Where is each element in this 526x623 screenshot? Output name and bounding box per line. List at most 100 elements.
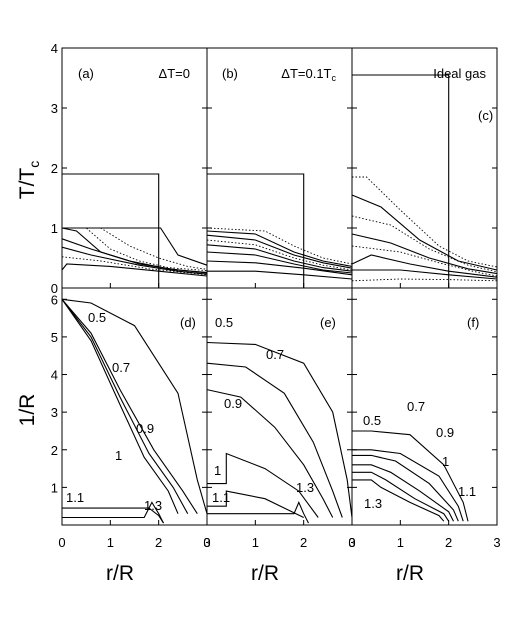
series-line xyxy=(62,227,208,272)
y-tick-label: 6 xyxy=(51,292,58,307)
series-line xyxy=(206,251,353,274)
series-line xyxy=(351,254,498,278)
panel-f: 0 1 2 3 (f) 0.5 0.7 0.9 1 1.1 1.3 xyxy=(348,287,501,550)
curve-label: 1.3 xyxy=(296,480,314,495)
panels: 0 1 2 3 4 (a) ΔT=0 (b) ΔT=0.1Tc (c) Ideal gas 1 2 3 4 5… xyxy=(51,41,501,550)
series-line xyxy=(207,490,304,518)
panel-frame xyxy=(351,47,498,289)
xlabel-left: r/R xyxy=(106,562,134,585)
y-tick-label: 3 xyxy=(51,405,58,420)
series-line xyxy=(62,227,208,266)
curve-label: 1 xyxy=(115,448,122,463)
series-line xyxy=(206,260,353,276)
series-line xyxy=(206,389,334,518)
series-line xyxy=(207,452,319,518)
curve-label: 0.7 xyxy=(112,360,130,375)
x-tick-label: 0 xyxy=(58,535,65,550)
series-line xyxy=(206,234,353,269)
y-tick-label: 1 xyxy=(51,221,58,236)
x-tick-label: 1 xyxy=(107,535,114,550)
panel-b: (b) ΔT=0.1Tc xyxy=(206,47,353,289)
series-line xyxy=(352,471,450,522)
top-ylabel-sub: c xyxy=(26,161,42,168)
curve-label: 0.5 xyxy=(88,310,106,325)
curve-label: 1.1 xyxy=(458,484,476,499)
series-line xyxy=(352,449,464,522)
series-line xyxy=(351,245,498,277)
curve-label: 0.9 xyxy=(136,421,154,436)
series-line xyxy=(61,298,179,514)
xlabel-right: r/R xyxy=(396,562,424,585)
curve-label: 0.5 xyxy=(363,413,381,428)
x-tick-label: 0 xyxy=(203,535,210,550)
curve-label: 1 xyxy=(442,454,449,469)
series-line xyxy=(61,227,208,273)
panel-title-text: ΔT=0 xyxy=(159,66,190,81)
series-line xyxy=(207,501,309,524)
y-tick-label: 4 xyxy=(51,368,58,383)
series-line xyxy=(206,244,353,272)
series-line xyxy=(61,298,189,514)
x-tick-label: 2 xyxy=(445,535,452,550)
panel-label: (e) xyxy=(320,315,336,330)
y-tick-label: 3 xyxy=(51,101,58,116)
curve-label: 0.9 xyxy=(436,425,454,440)
y-tick-label: 0 xyxy=(51,281,58,296)
panel-a: 0 1 2 3 4 (a) ΔT=0 xyxy=(51,41,208,296)
curve-label: 0.7 xyxy=(407,399,425,414)
panel-frame xyxy=(61,47,208,289)
panel-label: (f) xyxy=(467,315,479,330)
series-line xyxy=(351,278,498,282)
series-line xyxy=(351,233,498,275)
top-ylabel: T/Tc xyxy=(16,161,42,200)
series-line xyxy=(351,194,498,271)
x-tick-label: 3 xyxy=(493,535,500,550)
panel-title-text: Ideal gas xyxy=(433,66,486,81)
panel-title-text: ΔT=0.1T xyxy=(281,66,331,81)
y-tick-label: 2 xyxy=(51,161,58,176)
series-line xyxy=(61,256,208,276)
curve-label: 1.3 xyxy=(144,498,162,513)
panel-d: 1 2 3 4 5 6 0 1 2 3 (d) 0.5 0.7 0.9 1 1.1 1.3 xyxy=(51,287,211,550)
series-line xyxy=(61,238,208,274)
series-line xyxy=(352,454,459,522)
y-tick-label: 5 xyxy=(51,330,58,345)
x-tick-label: 0 xyxy=(348,535,355,550)
x-tick-label: 2 xyxy=(300,535,307,550)
panel-label: (d) xyxy=(180,315,196,330)
panel-e: 0 1 2 3 (e) 0.5 0.7 0.9 1 1.1 1.3 xyxy=(203,287,356,550)
series-line xyxy=(61,263,208,277)
series-line xyxy=(206,341,353,518)
bottom-ylabel: 1/R xyxy=(16,394,39,427)
series-line xyxy=(207,270,353,280)
curve-label: 1.1 xyxy=(66,490,84,505)
series-line xyxy=(62,501,164,524)
curve-label: 0.5 xyxy=(215,315,233,330)
top-ylabel-text: T/T xyxy=(16,168,39,200)
series-line xyxy=(351,215,498,273)
curve-label: 0.7 xyxy=(266,347,284,362)
x-tick-label: 1 xyxy=(397,535,404,550)
series-line xyxy=(206,227,353,265)
series-line xyxy=(352,479,445,522)
series-line xyxy=(206,362,343,518)
panel-frame xyxy=(351,287,498,526)
panel-label: (c) xyxy=(478,108,493,123)
panel-title-sub: c xyxy=(332,73,337,83)
series-line xyxy=(352,269,498,280)
xlabel-middle: r/R xyxy=(251,562,279,585)
panel-label: (b) xyxy=(222,66,238,81)
curve-label: 1.1 xyxy=(212,490,230,505)
series-line xyxy=(62,227,208,270)
panel-c: (c) Ideal gas xyxy=(351,47,498,289)
x-tick-label: 1 xyxy=(252,535,259,550)
x-tick-label: 2 xyxy=(155,535,162,550)
series-line xyxy=(206,230,353,267)
y-tick-label: 4 xyxy=(51,41,58,56)
series-line xyxy=(61,246,208,275)
series-line xyxy=(352,430,469,522)
x-tick-label: 3 xyxy=(203,535,210,550)
series-line xyxy=(206,239,353,271)
panel-label: (a) xyxy=(78,66,94,81)
